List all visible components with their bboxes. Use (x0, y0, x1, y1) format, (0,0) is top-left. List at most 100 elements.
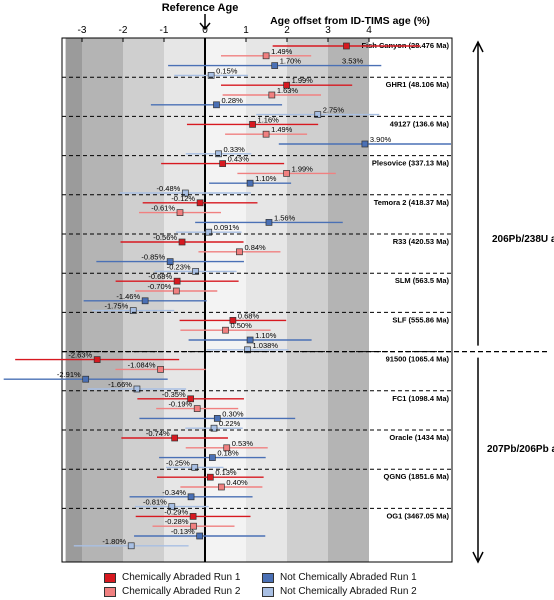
point-10-0 (171, 434, 179, 442)
group-label-3: Plesovice (337.13 Ma) (372, 159, 450, 168)
group-label-8: 91500 (1065.4 Ma) (386, 355, 450, 364)
point-label-5-2: -0.85% (141, 253, 165, 262)
point-label-7-1: 0.50% (231, 321, 253, 330)
point-label-5-0: -0.56% (153, 233, 177, 242)
x-tick-label-7: 4 (366, 25, 372, 36)
point-label-11-0: 0.13% (215, 468, 237, 477)
point-12-3 (127, 542, 135, 550)
point-label-1-1: 1.63% (277, 86, 299, 95)
group-label-2: 49127 (136.6 Ma) (390, 119, 450, 128)
point-11-1 (218, 483, 225, 491)
point-label-5-1: 0.84% (244, 243, 266, 252)
point-6-1 (172, 287, 180, 295)
legend-swatch-nca-run2 (262, 586, 274, 597)
band-7 (328, 38, 369, 562)
point-12-1 (190, 522, 197, 530)
group-label-6: SLM (563.5 Ma) (395, 276, 450, 285)
point-6-3 (129, 307, 137, 314)
point-label-3-3: -0.48% (157, 184, 181, 193)
point-8-1 (157, 366, 164, 373)
point-label-0-3: 0.15% (216, 66, 238, 75)
point-10-1 (223, 444, 231, 452)
plot-frame (61, 37, 453, 563)
group-extra-label-0: 3.53% (342, 57, 364, 66)
band-right-white (369, 38, 452, 562)
legend-item-nca-run2: Not Chemically Abraded Run 2 (262, 586, 417, 597)
point-8-0 (93, 356, 101, 363)
point-0-2 (271, 62, 279, 69)
point-9-2 (213, 415, 221, 422)
point-label-6-3: -1.75% (104, 302, 128, 311)
point-label-1-0: 1.99% (292, 76, 314, 85)
band-6 (287, 38, 328, 562)
group-label-10: Oracle (1434 Ma) (389, 433, 449, 442)
point-label-4-1: -0.61% (151, 204, 175, 213)
point-label-4-0: -0.12% (171, 194, 195, 203)
point-label-12-2: -0.13% (171, 527, 195, 536)
point-9-0 (187, 395, 194, 403)
point-label-9-3: 0.22% (219, 419, 241, 428)
point-11-0 (206, 473, 214, 481)
group-label-12: OG1 (3467.05 Ma) (386, 511, 449, 520)
point-1-2 (213, 101, 220, 109)
point-12-0 (189, 513, 197, 520)
point-2-0 (249, 121, 256, 128)
reference-age-label: Reference Age (162, 2, 239, 14)
point-label-10-3: -0.25% (166, 458, 190, 467)
side-arrow-lower (472, 357, 484, 564)
group-label-5: R33 (420.53 Ma) (393, 237, 450, 246)
point-label-5-3: -0.23% (167, 262, 191, 271)
point-label-9-2: 0.30% (222, 409, 244, 418)
point-label-3-2: 1.10% (255, 174, 277, 183)
x-tick-label-5: 2 (284, 25, 290, 36)
reference-age-arrow (199, 14, 211, 31)
point-label-6-0: -0.68% (148, 272, 172, 281)
point-8-2 (82, 375, 90, 383)
point-label-7-2: 1.10% (255, 331, 277, 340)
side-label-u-pb: 206Pb/238U age (492, 234, 554, 245)
legend-label-ca-run2: Chemically Abraded Run 2 (122, 586, 241, 597)
point-label-2-3: 0.33% (224, 145, 246, 154)
point-7-2 (246, 336, 254, 344)
point-label-6-1: -0.70% (148, 282, 172, 291)
point-label-9-0: -0.35% (162, 390, 186, 399)
legend-swatch-nca-run1 (262, 572, 274, 583)
point-12-2 (196, 532, 204, 540)
point-label-1-2: 0.28% (221, 96, 243, 105)
legend-label-nca-run2: Not Chemically Abraded Run 2 (280, 586, 417, 597)
x-axis-title: Age offset from ID-TIMS age (%) (270, 15, 430, 27)
point-7-1 (222, 326, 229, 334)
band-0 (65, 38, 82, 562)
group-label-11: QGNG (1851.6 Ma) (384, 472, 450, 481)
point-label-3-0: 0.43% (228, 155, 250, 164)
group-label-7: SLF (555.86 Ma) (392, 315, 449, 324)
point-8-3 (133, 385, 141, 393)
point-label-4-2: 1.56% (274, 213, 296, 222)
point-11-2 (187, 493, 195, 501)
group-label-4: Temora 2 (418.37 Ma) (374, 198, 450, 207)
point-5-1 (236, 248, 243, 256)
point-label-8-3: -1.66% (108, 380, 132, 389)
point-label-0-1: 1.49% (271, 47, 293, 56)
point-label-10-2: 0.18% (217, 449, 239, 458)
point-11-3 (168, 503, 176, 510)
point-4-3 (205, 228, 213, 236)
point-label-0-2: 1.70% (280, 57, 302, 66)
point-3-0 (219, 160, 226, 167)
point-4-0 (196, 199, 204, 207)
point-label-2-2: 3.90% (370, 135, 392, 144)
x-tick-label-1: -2 (119, 25, 128, 36)
point-2-3 (215, 150, 222, 158)
point-4-1 (176, 209, 184, 216)
point-5-2 (166, 258, 174, 265)
point-label-11-1: 0.40% (226, 478, 248, 487)
point-7-0 (229, 317, 237, 324)
point-label-3-1: 1.99% (292, 164, 314, 173)
legend-label-ca-run1: Chemically Abraded Run 1 (122, 572, 241, 583)
legend-item-ca-run1: Chemically Abraded Run 1 (104, 572, 240, 583)
point-7-3 (244, 346, 251, 354)
point-label-11-2: -0.34% (162, 488, 186, 497)
point-label-4-3: 0.091% (214, 223, 240, 232)
point-9-1 (193, 405, 201, 412)
